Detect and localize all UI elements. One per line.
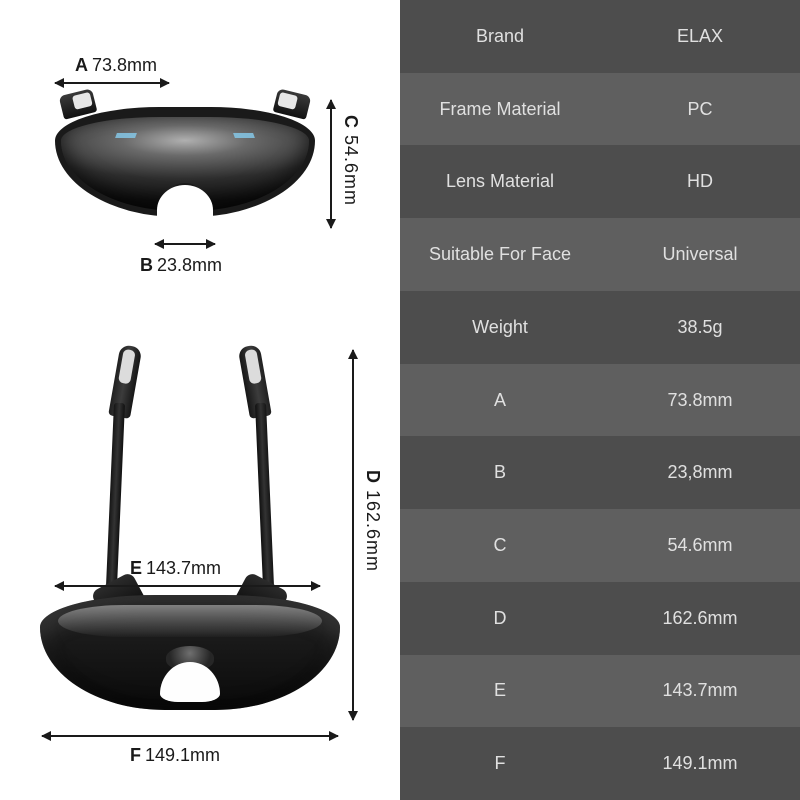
- table-row: B23,8mm: [400, 436, 800, 509]
- table-row: Lens MaterialHD: [400, 145, 800, 218]
- table-row: Suitable For FaceUniversal: [400, 218, 800, 291]
- dim-label-f: F 149.1mm: [130, 745, 220, 766]
- dim-arrow-c: [330, 100, 332, 228]
- dim-arrow-a: [55, 82, 169, 84]
- table-row: E143.7mm: [400, 655, 800, 728]
- table-row: C54.6mm: [400, 509, 800, 582]
- diagram-panel: A 73.8mm C 54.6mm B 23.8mm D 162.6mm: [0, 0, 400, 800]
- dim-label-b: B 23.8mm: [140, 255, 222, 276]
- dim-arrow-e: [55, 585, 320, 587]
- dim-label-e: E 143.7mm: [130, 558, 221, 579]
- dim-arrow-f: [42, 735, 338, 737]
- dim-label-d: D 162.6mm: [362, 470, 383, 572]
- dim-label-a: A 73.8mm: [75, 55, 157, 76]
- table-row: Frame MaterialPC: [400, 73, 800, 146]
- dim-label-c: C 54.6mm: [340, 115, 361, 206]
- table-row: A73.8mm: [400, 364, 800, 437]
- sunglasses-front-view: [55, 95, 315, 235]
- table-row: F149.1mm: [400, 727, 800, 800]
- dim-arrow-b: [155, 243, 215, 245]
- table-row: BrandELAX: [400, 0, 800, 73]
- table-row: D162.6mm: [400, 582, 800, 655]
- table-row: Weight38.5g: [400, 291, 800, 364]
- sunglasses-top-view: [40, 345, 340, 730]
- dim-arrow-d: [352, 350, 354, 720]
- spec-table: BrandELAX Frame MaterialPC Lens Material…: [400, 0, 800, 800]
